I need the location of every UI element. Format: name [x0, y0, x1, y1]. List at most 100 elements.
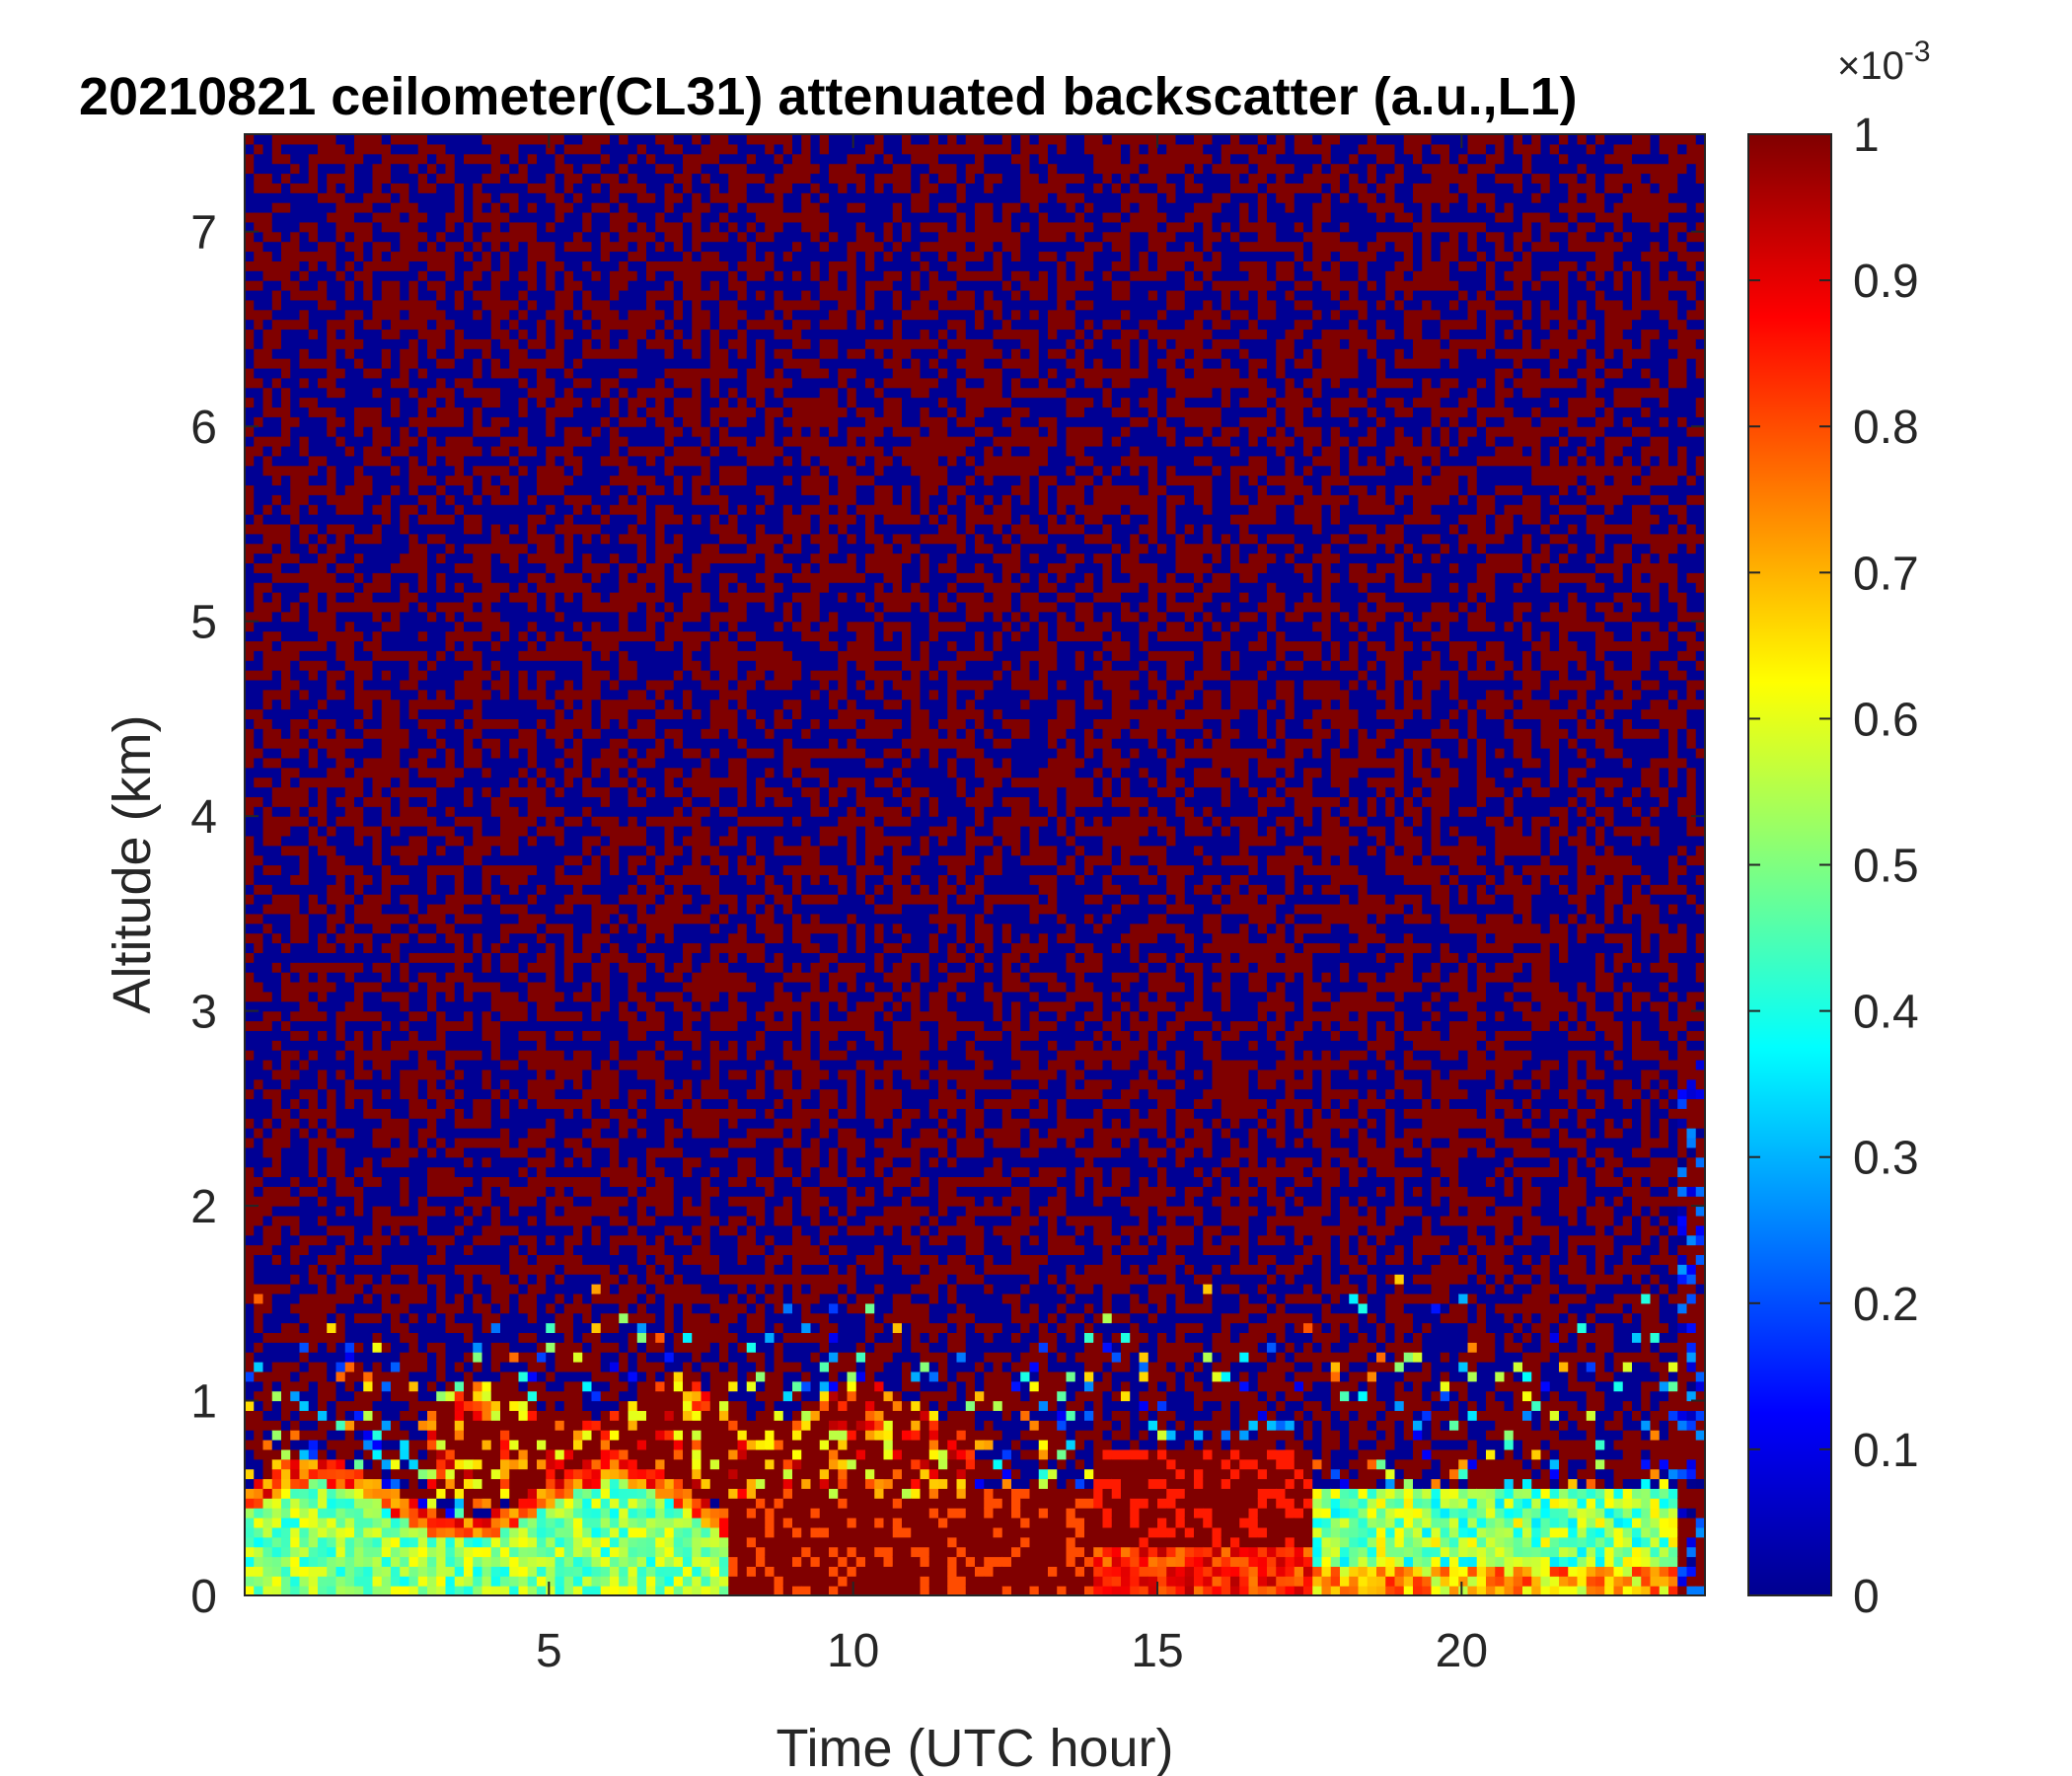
heatmap-cell	[381, 397, 392, 408]
heatmap-cell	[436, 231, 447, 243]
heatmap-cell	[408, 1264, 419, 1275]
heatmap-cell	[509, 1440, 520, 1450]
heatmap-cell	[464, 630, 474, 642]
heatmap-cell	[391, 962, 401, 973]
heatmap-cell	[372, 1274, 383, 1285]
heatmap-cell	[436, 1488, 447, 1499]
heatmap-cell	[537, 864, 547, 875]
heatmap-cell	[308, 251, 319, 261]
heatmap-cell	[518, 1420, 529, 1431]
heatmap-cell	[262, 718, 273, 729]
heatmap-cell	[262, 1186, 273, 1197]
heatmap-cell	[400, 1430, 410, 1441]
heatmap-cell	[445, 231, 456, 243]
heatmap-cell	[417, 1576, 428, 1587]
heatmap-cell	[400, 153, 410, 165]
heatmap-cell	[281, 562, 291, 573]
heatmap-cell	[391, 504, 401, 515]
heatmap-cell	[518, 1478, 529, 1489]
heatmap-cell	[335, 874, 346, 885]
heatmap-cell	[445, 1342, 456, 1353]
heatmap-cell	[473, 894, 483, 905]
heatmap-cell	[281, 1098, 291, 1109]
heatmap-cell	[464, 1536, 474, 1548]
heatmap-cell	[290, 358, 301, 369]
heatmap-cell	[299, 407, 310, 417]
heatmap-cell	[262, 835, 273, 847]
heatmap-cell	[473, 358, 483, 369]
heatmap-cell	[308, 387, 319, 399]
heatmap-cell	[254, 260, 264, 271]
heatmap-cell	[417, 1137, 428, 1148]
heatmap-cell	[327, 806, 337, 817]
heatmap-cell	[391, 1312, 401, 1324]
heatmap-cell	[391, 221, 401, 233]
heatmap-cell	[537, 796, 547, 807]
heatmap-cell	[481, 1059, 492, 1071]
heatmap-cell	[445, 153, 456, 165]
heatmap-cell	[344, 621, 355, 632]
heatmap-cell	[344, 1088, 355, 1100]
heatmap-cell	[427, 718, 437, 729]
heatmap-cell	[318, 289, 328, 301]
heatmap-cell	[464, 903, 474, 915]
heatmap-cell	[481, 962, 492, 973]
heatmap-cell	[381, 1352, 392, 1363]
heatmap-cell	[381, 962, 392, 973]
heatmap-cell	[381, 504, 392, 515]
heatmap-cell	[400, 923, 410, 934]
heatmap-cell	[327, 660, 337, 671]
heatmap-cell	[391, 1448, 401, 1460]
heatmap-cell	[436, 1128, 447, 1139]
heatmap-cell	[500, 903, 510, 915]
heatmap-cell	[454, 455, 465, 467]
heatmap-cell	[281, 1576, 291, 1587]
heatmap-cell	[281, 1400, 291, 1411]
heatmap-cell	[290, 1390, 301, 1402]
heatmap-cell	[344, 134, 355, 145]
heatmap-cell	[327, 445, 337, 457]
heatmap-cell	[527, 650, 538, 661]
heatmap-cell	[427, 523, 437, 535]
heatmap-cell	[417, 241, 428, 253]
heatmap-cell	[318, 1206, 328, 1217]
heatmap-cell	[318, 163, 328, 175]
heatmap-cell	[445, 1088, 456, 1100]
heatmap-cell	[327, 173, 337, 184]
heatmap-cell	[509, 387, 520, 399]
heatmap-cell	[354, 504, 364, 515]
heatmap-cell	[335, 728, 346, 739]
heatmap-cell	[254, 1390, 264, 1402]
heatmap-cell	[408, 981, 419, 993]
heatmap-cell	[354, 455, 364, 467]
heatmap-cell	[354, 1098, 364, 1109]
heatmap-cell	[527, 475, 538, 486]
heatmap-cell	[381, 1176, 392, 1187]
heatmap-cell	[299, 562, 310, 573]
heatmap-cell	[527, 942, 538, 953]
heatmap-cell	[400, 377, 410, 389]
heatmap-cell	[281, 1118, 291, 1129]
heatmap-cell	[436, 806, 447, 817]
heatmap-cell	[344, 1206, 355, 1217]
heatmap-cell	[518, 387, 529, 399]
heatmap-cell	[271, 1293, 282, 1304]
heatmap-cell	[245, 153, 255, 165]
heatmap-cell	[354, 1088, 364, 1100]
heatmap-cell	[372, 309, 383, 321]
heatmap-cell	[490, 455, 501, 467]
heatmap-cell	[454, 699, 465, 710]
heatmap-cell	[354, 1556, 364, 1567]
heatmap-cell	[454, 562, 465, 573]
heatmap-cell	[271, 299, 282, 311]
heatmap-cell	[335, 143, 346, 155]
heatmap-cell	[481, 767, 492, 778]
heatmap-cell	[509, 514, 520, 525]
heatmap-cell	[363, 484, 374, 495]
heatmap-cell	[481, 913, 492, 925]
heatmap-cell	[281, 777, 291, 788]
heatmap-cell	[427, 211, 437, 223]
heatmap-cell	[490, 640, 501, 651]
heatmap-cell	[500, 611, 510, 623]
heatmap-cell	[400, 884, 410, 895]
